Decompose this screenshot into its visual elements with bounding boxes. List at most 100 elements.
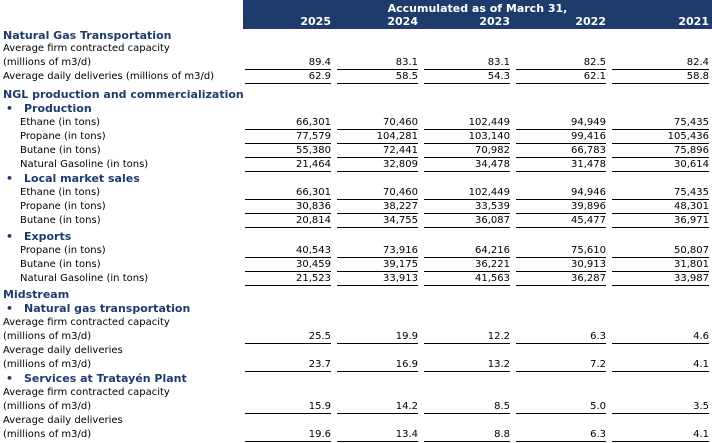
cell-value-2023: 64,216 bbox=[475, 245, 510, 256]
section-heading-label: Natural Gas Transportation bbox=[3, 29, 172, 42]
cell-underline bbox=[337, 157, 418, 158]
cell-value-2024: 70,460 bbox=[383, 187, 418, 198]
bullet-icon: • bbox=[6, 102, 14, 115]
cell-underline bbox=[424, 199, 510, 200]
subsection-heading-label: • Production bbox=[6, 102, 92, 116]
cell-value-2025: 15.9 bbox=[308, 401, 331, 412]
row-label-unit: (millions of m3/d) bbox=[3, 57, 92, 68]
row-label: Natural Gasoline (in tons) bbox=[20, 159, 149, 170]
row-label-unit: (millions of m3/d) bbox=[3, 429, 92, 440]
cell-value-2022: 6.3 bbox=[590, 331, 606, 342]
cell-underline bbox=[516, 285, 606, 286]
table-row: Average daily deliveries (millions of m3/… bbox=[0, 414, 712, 442]
row-label: Average daily deliveries bbox=[3, 345, 123, 356]
cell-underline bbox=[424, 129, 510, 130]
cell-value-2025: 30,836 bbox=[296, 201, 331, 212]
cell-value-2023: 102,449 bbox=[468, 117, 510, 128]
cell-underline bbox=[337, 143, 418, 144]
cell-value-2021: 82.4 bbox=[686, 57, 709, 68]
cell-value-2022: 94,946 bbox=[571, 187, 606, 198]
subsection-heading-label: • Natural gas transportation bbox=[6, 302, 190, 316]
cell-value-2024: 13.4 bbox=[395, 429, 418, 440]
cell-value-2025: 21,523 bbox=[296, 273, 331, 284]
cell-underline bbox=[245, 69, 331, 70]
cell-value-2022: 7.2 bbox=[590, 359, 606, 370]
cell-underline bbox=[516, 413, 606, 414]
cell-value-2025: 23.7 bbox=[308, 359, 331, 370]
cell-underline bbox=[612, 171, 709, 172]
cell-underline bbox=[337, 371, 418, 372]
table-row: Average daily deliveries (millions of m3/… bbox=[0, 344, 712, 372]
cell-underline bbox=[424, 413, 510, 414]
cell-underline bbox=[245, 441, 331, 442]
subsection-title: Natural gas transportation bbox=[24, 302, 191, 315]
cell-value-2022: 6.3 bbox=[590, 429, 606, 440]
cell-underline bbox=[424, 441, 510, 442]
section-heading-label: NGL production and commercialization bbox=[3, 88, 244, 101]
cell-underline bbox=[516, 271, 606, 272]
table-row: Natural Gasoline (in tons) 21,464 32,809 34… bbox=[0, 158, 712, 172]
cell-underline bbox=[516, 129, 606, 130]
table-header: Accumulated as of March 31, 2025 2024 20… bbox=[243, 0, 712, 29]
row-label: Average firm contracted capacity bbox=[3, 43, 170, 54]
subsection-heading: • Exports bbox=[0, 230, 712, 244]
cell-value-2023: 41,563 bbox=[475, 273, 510, 284]
cell-value-2021: 33,987 bbox=[674, 273, 709, 284]
section-heading: Midstream bbox=[0, 288, 712, 302]
cell-underline bbox=[612, 343, 709, 344]
cell-underline bbox=[612, 129, 709, 130]
cell-value-2021: 75,435 bbox=[674, 117, 709, 128]
cell-value-2023: 70,982 bbox=[475, 145, 510, 156]
table-row: Average daily deliveries (millions of m3… bbox=[0, 70, 712, 84]
cell-value-2021: 50,807 bbox=[674, 245, 709, 256]
cell-value-2021: 105,436 bbox=[667, 131, 709, 142]
cell-value-2023: 34,478 bbox=[475, 159, 510, 170]
cell-value-2022: 45,477 bbox=[571, 215, 606, 226]
cell-value-2025: 66,301 bbox=[296, 187, 331, 198]
table-row: Butane (in tons) 55,380 72,441 70,982 66,783… bbox=[0, 144, 712, 158]
cell-value-2023: 54.3 bbox=[487, 71, 510, 82]
row-label: Butane (in tons) bbox=[20, 215, 101, 226]
cell-value-2023: 8.8 bbox=[494, 429, 510, 440]
cell-underline bbox=[612, 143, 709, 144]
cell-underline bbox=[516, 343, 606, 344]
subsection-heading: • Local market sales bbox=[0, 172, 712, 186]
year-2024-header: 2024 bbox=[387, 15, 418, 28]
cell-value-2025: 30,459 bbox=[296, 259, 331, 270]
cell-underline bbox=[245, 257, 331, 258]
subsection-title: Local market sales bbox=[24, 172, 140, 185]
cell-value-2024: 32,809 bbox=[383, 159, 418, 170]
cell-underline bbox=[245, 213, 331, 214]
table-row: Propane (in tons) 77,579 104,281 103,140 99,… bbox=[0, 130, 712, 144]
subsection-heading: • Natural gas transportation bbox=[0, 302, 712, 316]
table-row: Ethane (in tons) 66,301 70,460 102,449 94,94… bbox=[0, 116, 712, 130]
bullet-icon: • bbox=[6, 302, 14, 315]
cell-underline bbox=[516, 83, 606, 84]
bullet-icon: • bbox=[6, 372, 14, 385]
subsection-heading: • Production bbox=[0, 102, 712, 116]
cell-value-2022: 31,478 bbox=[571, 159, 606, 170]
cell-underline bbox=[245, 285, 331, 286]
row-label: Ethane (in tons) bbox=[20, 187, 101, 198]
table-row: Butane (in tons) 30,459 39,175 36,221 30,913… bbox=[0, 258, 712, 272]
section-heading: NGL production and commercialization bbox=[0, 88, 712, 102]
cell-value-2024: 38,227 bbox=[383, 201, 418, 212]
cell-underline bbox=[612, 371, 709, 372]
table-row: Ethane (in tons) 66,301 70,460 102,449 94,94… bbox=[0, 186, 712, 200]
cell-underline bbox=[612, 271, 709, 272]
bullet-icon: • bbox=[6, 172, 14, 185]
cell-underline bbox=[516, 371, 606, 372]
subsection-heading-label: • Services at Tratayén Plant bbox=[6, 372, 187, 386]
cell-underline bbox=[337, 413, 418, 414]
cell-underline bbox=[337, 199, 418, 200]
cell-value-2022: 99,416 bbox=[571, 131, 606, 142]
cell-value-2025: 66,301 bbox=[296, 117, 331, 128]
cell-value-2025: 55,380 bbox=[296, 145, 331, 156]
cell-value-2025: 77,579 bbox=[296, 131, 331, 142]
cell-value-2025: 62.9 bbox=[308, 71, 331, 82]
cell-underline bbox=[516, 143, 606, 144]
subsection-title: Exports bbox=[24, 230, 72, 243]
cell-underline bbox=[337, 271, 418, 272]
cell-value-2022: 39,896 bbox=[571, 201, 606, 212]
